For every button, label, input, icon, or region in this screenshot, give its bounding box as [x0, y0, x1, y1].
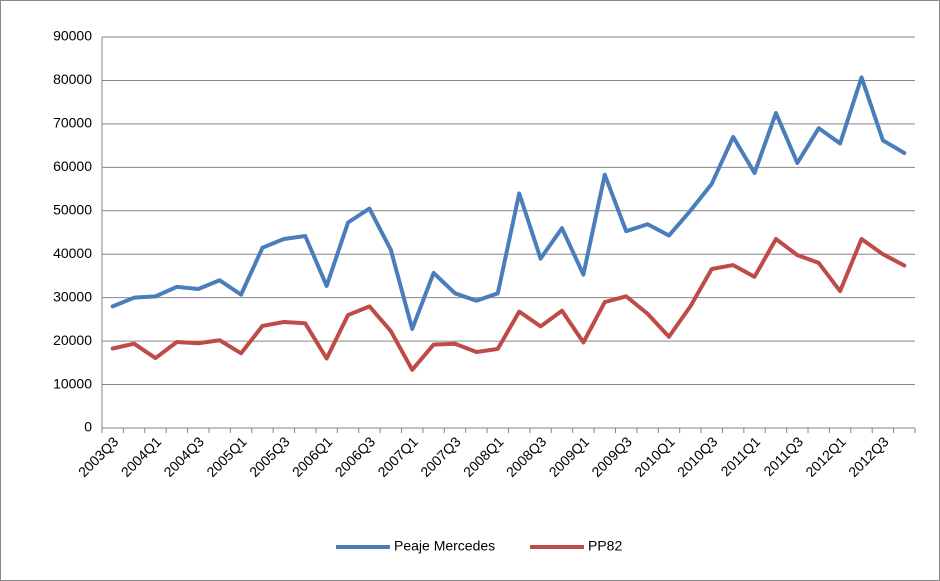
y-tick-label: 0 [84, 419, 92, 435]
y-tick-label: 80000 [53, 71, 92, 87]
y-tick-label: 30000 [53, 288, 92, 304]
y-tick-label: 60000 [53, 158, 92, 174]
line [110, 237, 907, 372]
legend-label: Peaje Mercedes [394, 538, 495, 554]
y-tick-label: 90000 [53, 28, 92, 44]
y-tick-label: 20000 [53, 332, 92, 348]
y-tick-label: 50000 [53, 201, 92, 217]
line [110, 75, 907, 331]
legend-label: PP82 [588, 538, 622, 554]
y-tick-label: 70000 [53, 115, 92, 131]
y-tick-label: 40000 [53, 245, 92, 261]
y-tick-label: 10000 [53, 375, 92, 391]
